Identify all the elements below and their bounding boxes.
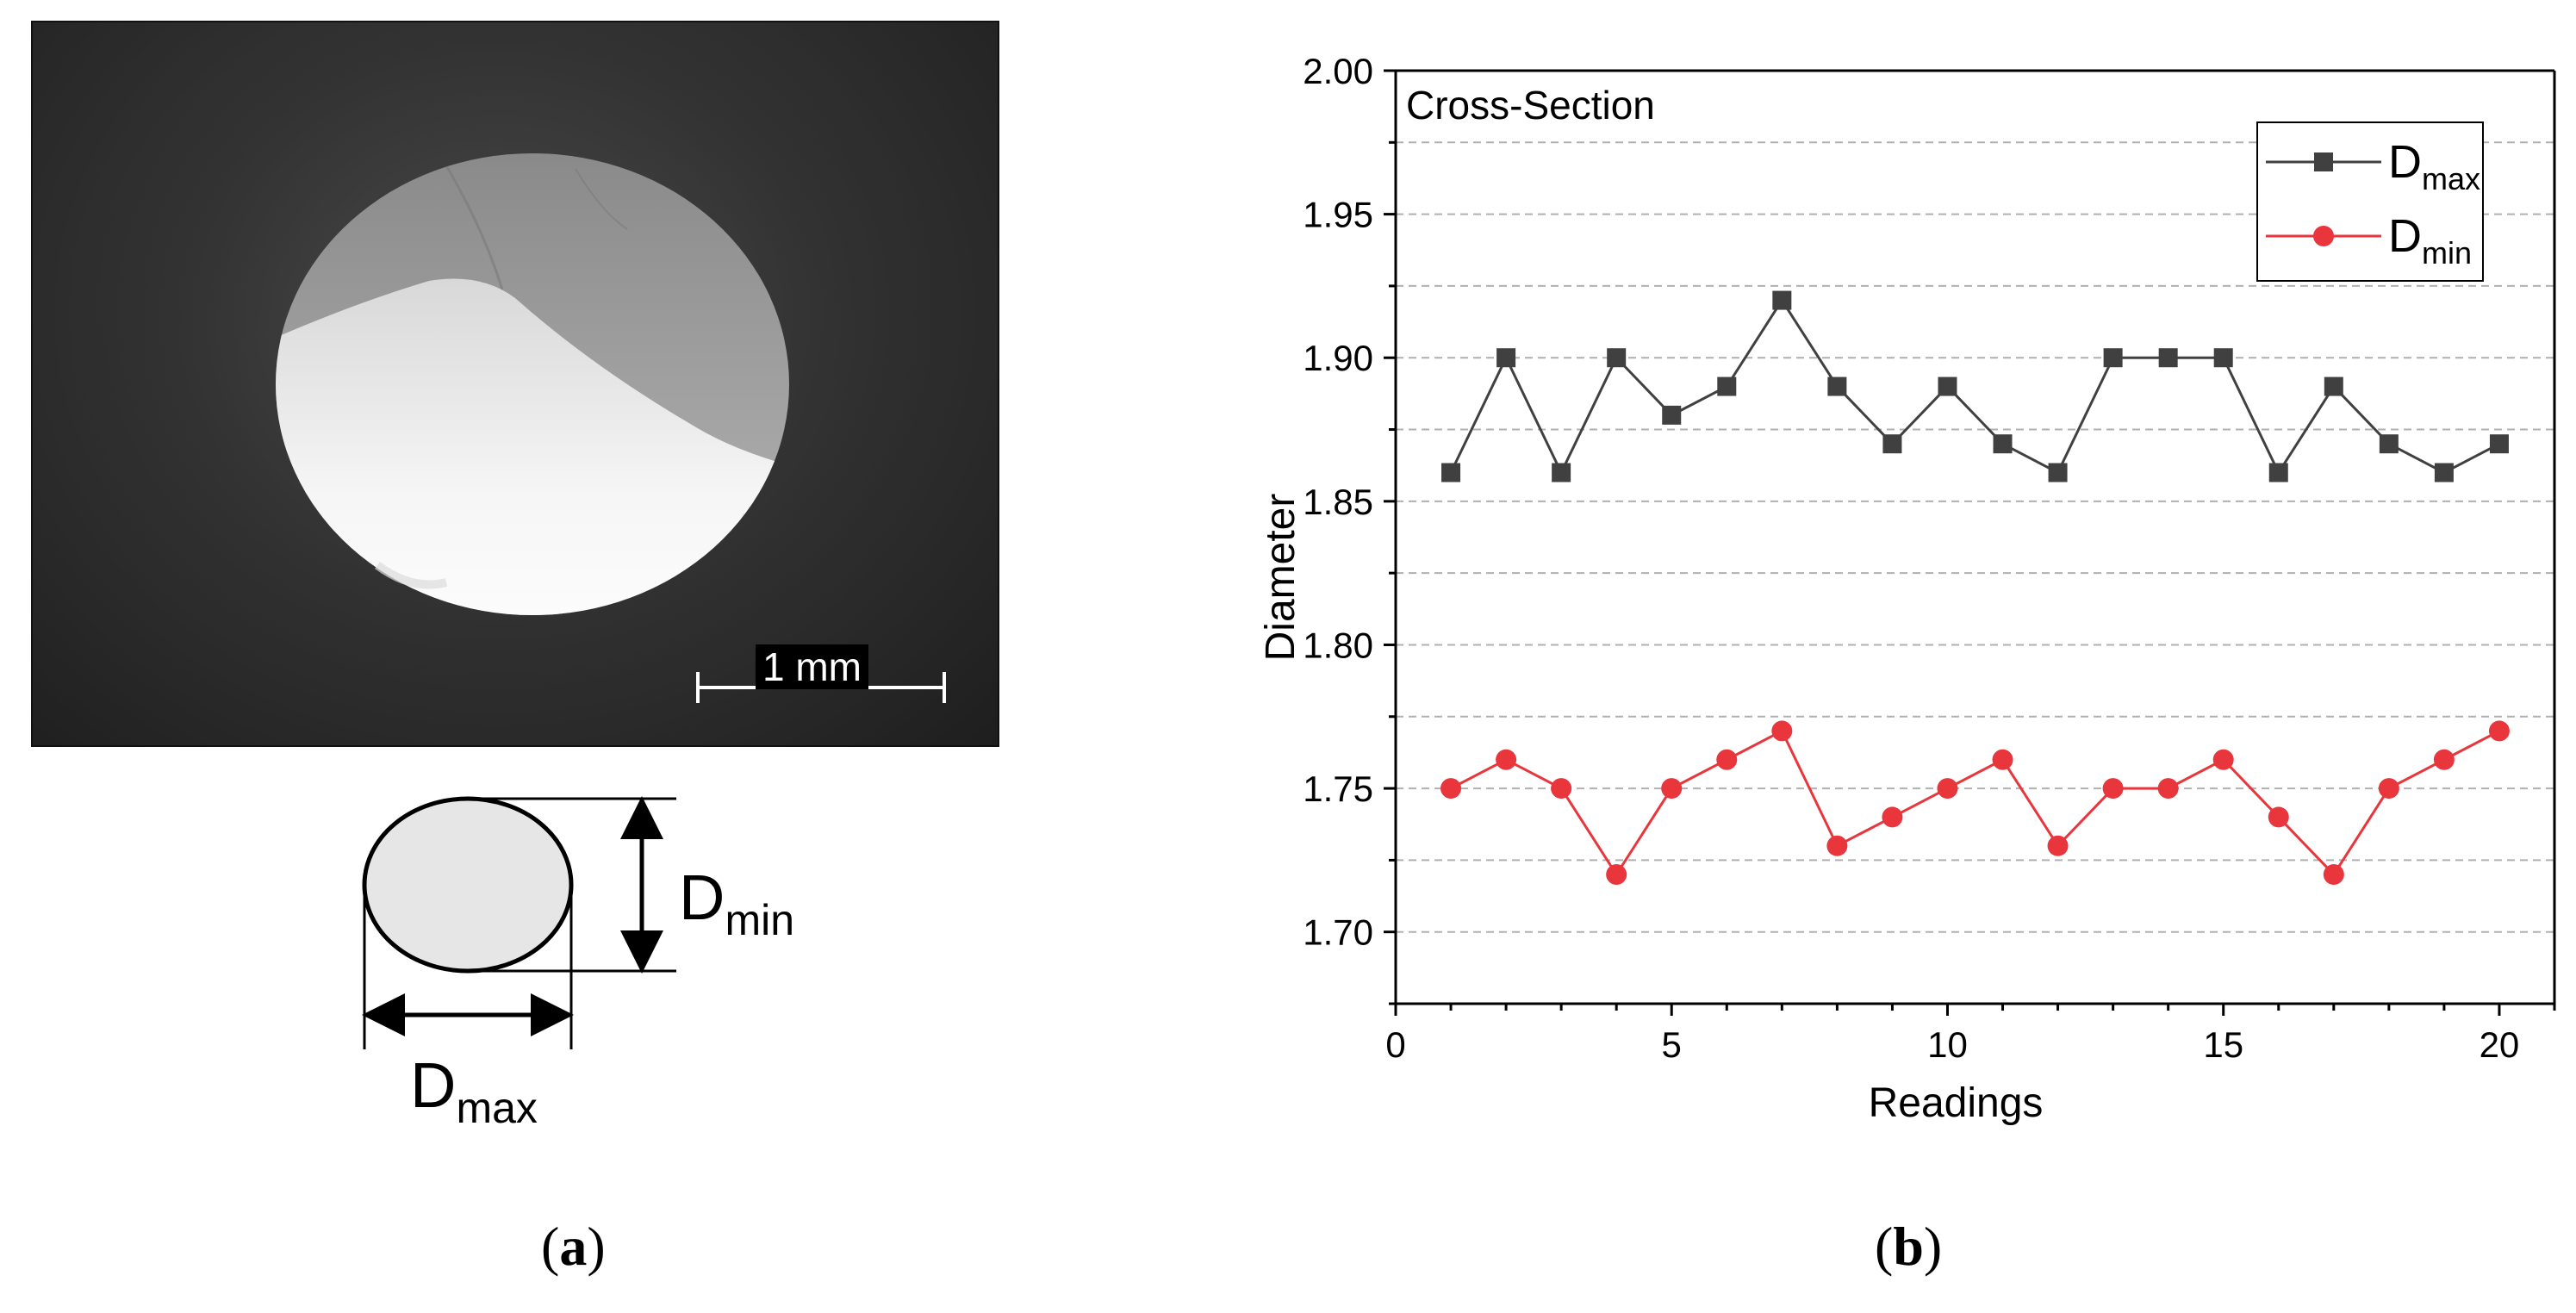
- point-min: [1826, 835, 1848, 856]
- point-min: [1606, 864, 1627, 886]
- y-tick-label: 1.80: [1303, 625, 1373, 665]
- point-max: [2379, 434, 2399, 454]
- point-max: [2324, 376, 2343, 396]
- y-tick-label: 1.95: [1303, 195, 1373, 235]
- point-max: [1552, 463, 1571, 482]
- point-min: [2268, 806, 2289, 828]
- point-min: [1882, 806, 1903, 828]
- point-max: [1772, 290, 1792, 310]
- y-axis-label: Diameter: [1258, 494, 1304, 662]
- y-tick-label: 2.00: [1303, 51, 1373, 91]
- chart-title: Cross-Section: [1406, 83, 1655, 128]
- point-min: [1661, 778, 1683, 800]
- point-max: [2048, 463, 2068, 482]
- point-max: [1441, 463, 1461, 482]
- point-min: [2102, 778, 2124, 800]
- point-max: [1938, 376, 1957, 396]
- series-min-line: [1450, 729, 2500, 877]
- point-min: [2433, 749, 2455, 770]
- axes: 1.70 1.75 1.80 1.85 1.90 1.95 2.00 0 5 10 15 20: [1303, 51, 2556, 1065]
- point-max: [1993, 434, 2013, 454]
- diameter-schematic: Dmin Dmax: [362, 796, 794, 1132]
- x-tick-label: 15: [2203, 1024, 2243, 1065]
- y-tick-label: 1.75: [1303, 769, 1373, 809]
- dmax-label: Dmax: [410, 1049, 538, 1132]
- x-tick-label: 10: [1927, 1024, 1968, 1065]
- y-tick-label: 1.85: [1303, 482, 1373, 522]
- dmin-label: Dmin: [679, 862, 794, 944]
- point-max: [2489, 434, 2509, 454]
- point-max: [1827, 376, 1847, 396]
- point-min: [1496, 749, 1517, 770]
- caption-b: (b): [1875, 1216, 1943, 1277]
- point-max: [2103, 348, 2123, 368]
- point-min: [2212, 749, 2234, 770]
- legend-marker-min: [2313, 226, 2334, 246]
- point-max: [2213, 348, 2233, 368]
- point-min: [2157, 778, 2179, 800]
- point-min: [1937, 778, 1958, 800]
- point-min: [2047, 835, 2069, 856]
- series: [1440, 290, 2510, 886]
- ellipse-outline: [362, 796, 574, 974]
- x-tick-label: 0: [1385, 1024, 1405, 1065]
- point-max: [1662, 405, 1682, 425]
- x-axis-label: Readings: [1869, 1080, 2044, 1126]
- diameter-chart: 1.70 1.75 1.80 1.85 1.90 1.95 2.00 0 5 10 15 20 Cro…: [1258, 51, 2556, 1126]
- point-max: [2158, 348, 2178, 368]
- point-max: [1607, 348, 1627, 368]
- point-min: [1716, 749, 1738, 770]
- y-tick-label: 1.90: [1303, 338, 1373, 378]
- point-max: [2268, 463, 2288, 482]
- legend-box: [2256, 121, 2484, 282]
- point-min: [1992, 749, 2013, 770]
- point-max: [2434, 463, 2454, 482]
- legend-label-max: Dmax: [2388, 136, 2480, 196]
- series-max-line: [1449, 297, 2500, 476]
- cross-section-micrograph: [31, 21, 999, 747]
- legend-label-min: Dmin: [2388, 210, 2472, 271]
- point-min: [1551, 778, 1572, 800]
- scale-bar-label: 1 mm: [756, 644, 868, 689]
- point-max: [1496, 348, 1516, 368]
- point-min: [2378, 778, 2399, 800]
- x-tick-label: 5: [1662, 1024, 1682, 1065]
- y-tick-label: 1.70: [1303, 912, 1373, 953]
- point-max: [1882, 434, 1902, 454]
- point-min: [2323, 864, 2344, 886]
- legend-marker-max: [2314, 152, 2333, 171]
- micrograph-image: [67, 22, 963, 712]
- point-min: [1440, 778, 1462, 800]
- caption-a: (a): [541, 1216, 606, 1277]
- point-min: [1771, 720, 1793, 742]
- point-min: [2488, 720, 2510, 742]
- point-max: [1717, 376, 1737, 396]
- bright-region: [276, 278, 789, 615]
- legend: Dmax Dmin: [2256, 121, 2484, 282]
- x-tick-label: 20: [2480, 1024, 2520, 1065]
